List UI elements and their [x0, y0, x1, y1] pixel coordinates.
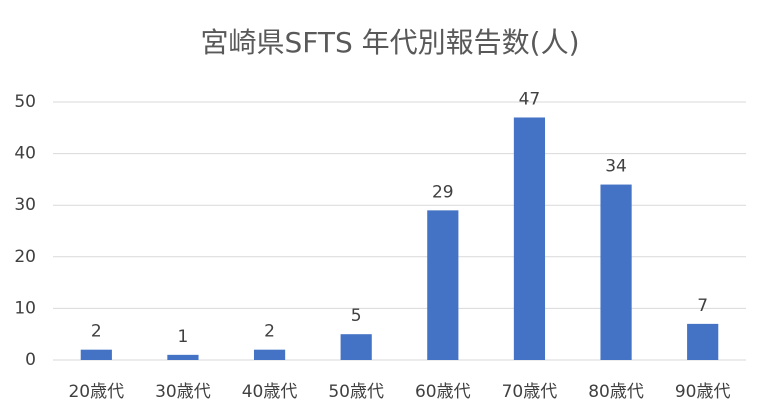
bar	[427, 210, 459, 360]
chart-title: 宮崎県SFTS 年代別報告数(人)	[200, 26, 579, 59]
data-label: 1	[178, 327, 189, 347]
data-label: 7	[697, 296, 708, 316]
x-tick-label: 70歳代	[502, 382, 558, 402]
bar	[253, 349, 286, 360]
y-tick-label: 20	[14, 247, 36, 267]
x-tick-label: 90歳代	[675, 382, 731, 402]
bar	[167, 354, 199, 360]
data-label: 29	[432, 182, 454, 202]
x-tick-label: 50歳代	[328, 382, 384, 402]
bar	[687, 323, 719, 360]
x-tick-label: 60歳代	[415, 382, 471, 402]
data-label: 2	[264, 322, 275, 342]
x-tick-label: 80歳代	[588, 382, 644, 402]
y-tick-label: 50	[14, 92, 36, 112]
data-label: 47	[519, 89, 541, 109]
x-tick-label: 20歳代	[68, 382, 124, 402]
x-tick-label: 40歳代	[242, 382, 298, 402]
bar	[600, 184, 632, 360]
bar	[340, 334, 372, 360]
y-tick-label: 30	[14, 195, 36, 215]
y-tick-label: 0	[25, 350, 36, 370]
data-label: 2	[91, 322, 102, 342]
data-label: 34	[605, 157, 627, 177]
bar	[513, 117, 546, 360]
data-label: 5	[351, 306, 362, 326]
x-tick-label: 30歳代	[155, 382, 211, 402]
y-tick-label: 40	[14, 144, 36, 164]
y-tick-label: 10	[14, 298, 36, 318]
bar	[80, 349, 112, 360]
